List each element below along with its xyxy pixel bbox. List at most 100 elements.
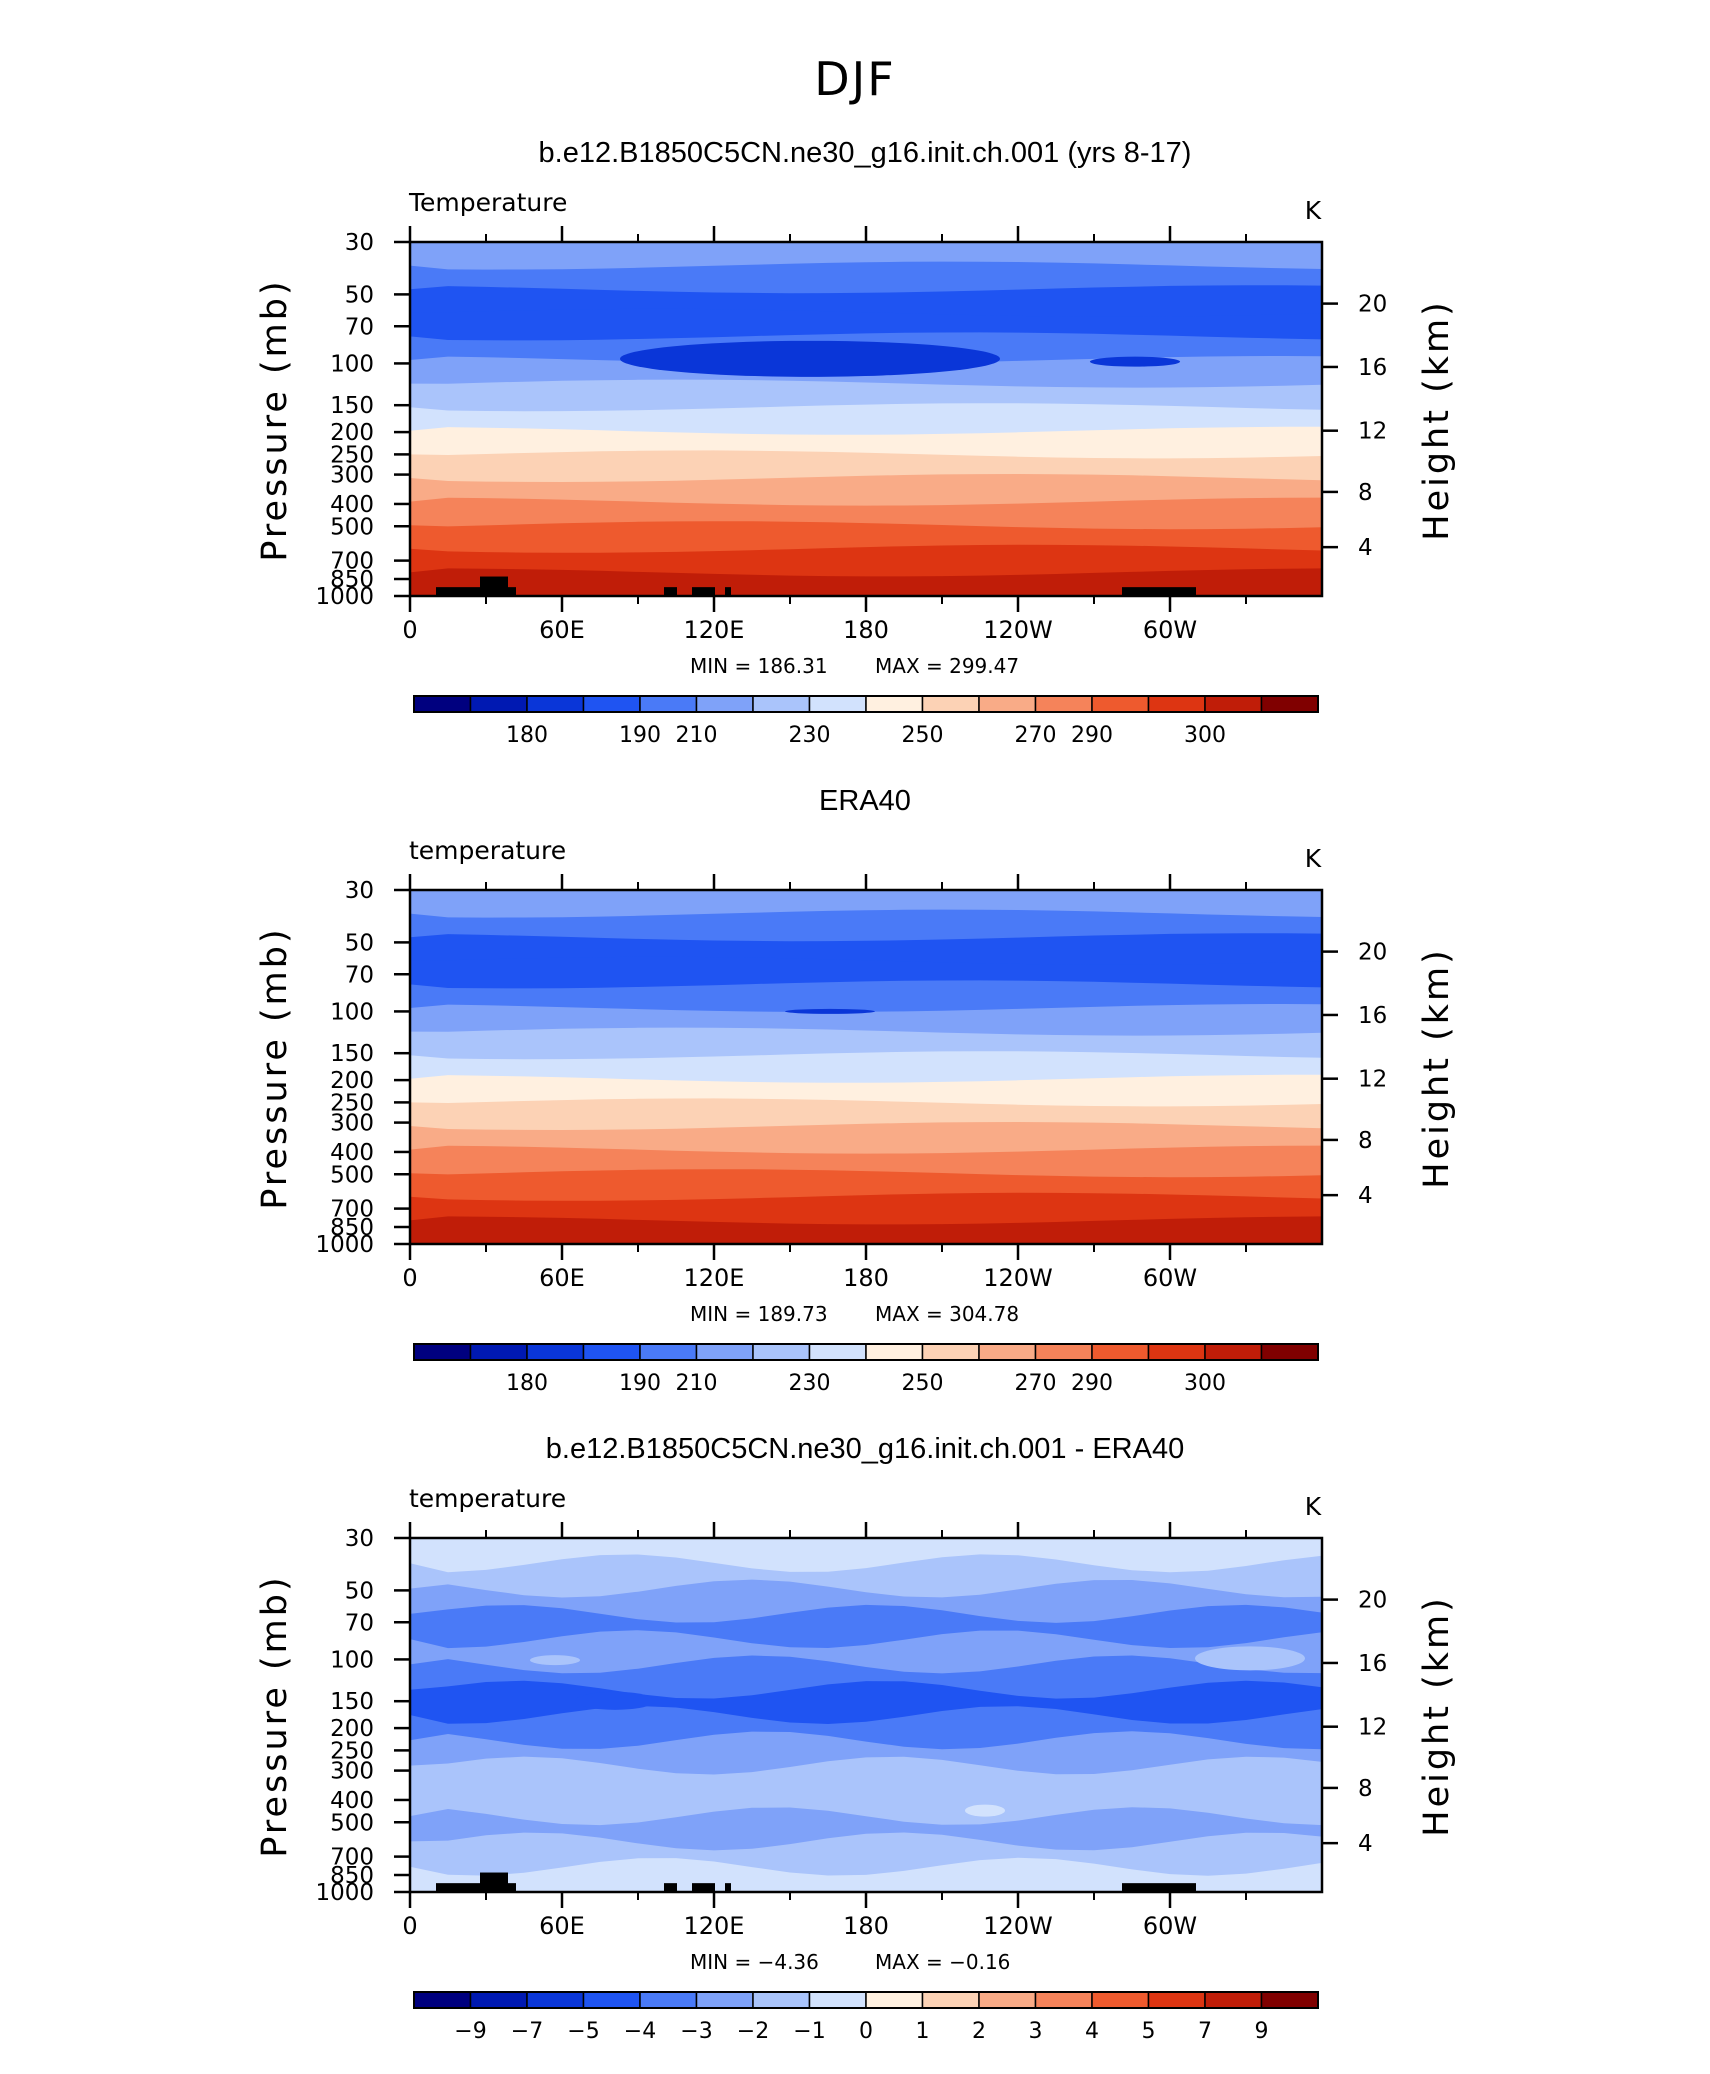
- colorbar-swatch: [1147, 695, 1206, 713]
- y-tick-label: 70: [345, 314, 374, 340]
- colorbar-label: 180: [506, 1371, 548, 1396]
- y-tick-label: 100: [330, 1647, 374, 1673]
- colorbar-label: 250: [902, 1371, 944, 1396]
- x-tick-label: 60W: [1143, 1264, 1197, 1292]
- colorbar-swatch: [526, 1343, 585, 1361]
- contour-feature: [785, 1008, 875, 1014]
- colorbar-swatch: [413, 1343, 472, 1361]
- y-tick-label: 500: [330, 1810, 374, 1836]
- colorbar-swatch: [526, 1991, 585, 2009]
- colorbar-swatch: [865, 1991, 924, 2009]
- x-tick-label: 60W: [1143, 616, 1197, 644]
- colorbar-swatch: [526, 695, 585, 713]
- y2-tick-label: 4: [1358, 1183, 1373, 1209]
- colorbar-swatch: [1147, 1991, 1206, 2009]
- colorbar-swatch: [1204, 1343, 1263, 1361]
- terrain-mask: [1122, 1883, 1196, 1892]
- colorbar-swatch: [1260, 1991, 1319, 2009]
- colorbar-label: 3: [1029, 2019, 1043, 2044]
- y-tick-label: 500: [330, 514, 374, 540]
- colorbar-label: 270: [1015, 723, 1057, 748]
- y-tick-label: 250: [330, 1090, 374, 1116]
- colorbar-swatch: [1091, 1343, 1150, 1361]
- colorbar-swatch: [639, 695, 698, 713]
- colorbar-swatch: [1034, 1343, 1093, 1361]
- colorbar-swatch: [1260, 695, 1319, 713]
- colorbar-label: −2: [737, 2019, 769, 2044]
- colorbar-label: −7: [511, 2019, 543, 2044]
- y-tick-label: 700: [330, 1197, 374, 1223]
- y2-tick-label: 4: [1358, 535, 1373, 561]
- x-tick-label: 60E: [539, 616, 585, 644]
- colorbar-swatch: [1204, 1991, 1263, 2009]
- colorbar-label: 230: [789, 723, 831, 748]
- colorbar-swatch: [695, 1343, 754, 1361]
- terrain-mask: [1122, 587, 1196, 596]
- min-label: MIN = 189.73: [690, 1302, 828, 1326]
- x-tick-label: 180: [843, 616, 889, 644]
- terrain-mask: [692, 587, 715, 596]
- contour-feature: [530, 1655, 580, 1666]
- colorbar-swatch: [695, 1991, 754, 2009]
- colorbar-swatch: [865, 695, 924, 713]
- units-label: K: [1305, 196, 1322, 225]
- colorbar-label: 270: [1015, 1371, 1057, 1396]
- colorbar-swatch: [752, 1991, 811, 2009]
- colorbar-label: −4: [624, 2019, 656, 2044]
- y-axis-label: Pressure (mb): [255, 278, 295, 561]
- max-label: MAX = −0.16: [875, 1950, 1010, 1974]
- x-tick-label: 0: [402, 1912, 417, 1940]
- colorbar-swatch: [865, 1343, 924, 1361]
- y-tick-label: 250: [330, 442, 374, 468]
- colorbar-swatch: [469, 1991, 528, 2009]
- y2-tick-label: 8: [1358, 1776, 1373, 1802]
- y2-tick-label: 12: [1358, 1715, 1387, 1741]
- variable-label: Temperature: [408, 188, 567, 217]
- colorbar-swatch: [752, 1343, 811, 1361]
- colorbar-swatch: [808, 695, 867, 713]
- y-tick-label: 1000: [315, 1880, 374, 1906]
- colorbar-label: 250: [902, 723, 944, 748]
- y-tick-label: 150: [330, 1041, 374, 1067]
- y2-tick-label: 20: [1358, 940, 1387, 966]
- contour-band: [410, 1216, 1322, 1244]
- colorbar-swatch: [1260, 1343, 1319, 1361]
- x-tick-label: 180: [843, 1912, 889, 1940]
- colorbar-swatch: [582, 695, 641, 713]
- colorbar-label: −1: [793, 2019, 825, 2044]
- colorbar-swatch: [752, 695, 811, 713]
- y-tick-label: 150: [330, 1689, 374, 1715]
- colorbar: 180 190 210 230 250 270 290 300: [413, 695, 1319, 748]
- colorbar-swatch: [1204, 695, 1263, 713]
- colorbar-label: 230: [789, 1371, 831, 1396]
- colorbar-swatch: [921, 1991, 980, 2009]
- colorbar-label: 210: [676, 723, 718, 748]
- min-label: MIN = 186.31: [690, 654, 828, 678]
- x-tick-label: 180: [843, 1264, 889, 1292]
- x-tick-label: 120E: [684, 1912, 745, 1940]
- y-tick-label: 100: [330, 999, 374, 1025]
- colorbar-swatch: [582, 1991, 641, 2009]
- y-axis-label: Pressure (mb): [255, 1574, 295, 1857]
- y-tick-label: 1000: [315, 584, 374, 610]
- terrain-mask: [480, 576, 508, 596]
- y-tick-label: 400: [330, 492, 374, 518]
- x-tick-label: 0: [402, 616, 417, 644]
- y2-tick-label: 20: [1358, 292, 1387, 318]
- y-tick-label: 850: [330, 1863, 374, 1889]
- colorbar-label: 4: [1085, 2019, 1099, 2044]
- contour-feature: [965, 1804, 1005, 1817]
- y2-tick-label: 12: [1358, 1067, 1387, 1093]
- y-tick-label: 200: [330, 1068, 374, 1094]
- y-axis-label: Pressure (mb): [255, 926, 295, 1209]
- colorbar-swatch: [639, 1343, 698, 1361]
- contour-feature: [575, 1691, 655, 1710]
- colorbar-frame: [413, 695, 1319, 713]
- y2-tick-label: 8: [1358, 480, 1373, 506]
- y-tick-label: 30: [345, 1526, 374, 1552]
- y-tick-label: 700: [330, 549, 374, 575]
